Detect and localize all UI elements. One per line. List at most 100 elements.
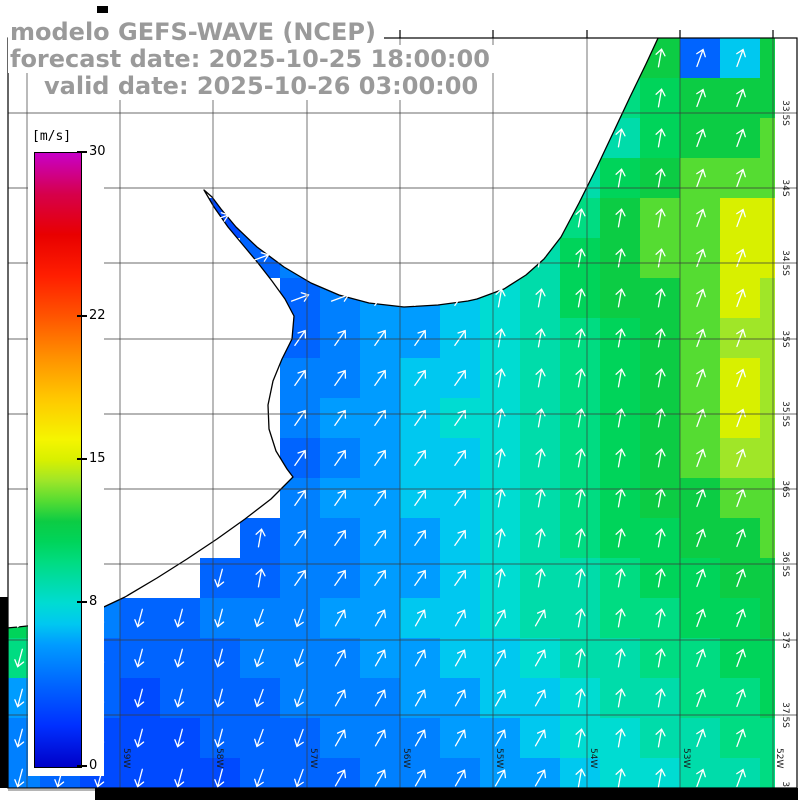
wind-arrow	[454, 329, 467, 347]
wind-arrow	[414, 529, 427, 547]
colorbar-tick-label: 8	[89, 594, 98, 610]
model-title: modelo GEFS-WAVE (NCEP)	[8, 18, 384, 46]
wind-arrow	[575, 528, 586, 548]
wind-arrow	[575, 648, 586, 668]
heatmap-cell	[760, 238, 775, 278]
lat-label: 37.5S	[780, 702, 790, 728]
wind-arrow	[414, 609, 427, 627]
heatmap-cell	[160, 758, 200, 788]
wind-arrow	[454, 289, 467, 307]
wind-arrow	[494, 729, 507, 747]
wind-arrow	[736, 728, 746, 748]
frame-top-mark	[97, 6, 108, 13]
wind-arrow	[214, 608, 225, 628]
colorbar-tick-mark	[77, 458, 87, 460]
heatmap-cell	[440, 758, 480, 788]
frame-bottom-bar	[95, 788, 798, 800]
wind-arrow	[294, 648, 304, 668]
wind-arrow	[414, 569, 427, 587]
wind-arrow	[250, 252, 270, 262]
wind-arrow	[736, 568, 746, 588]
wind-arrow	[14, 728, 25, 748]
wind-arrow	[494, 769, 507, 787]
wind-arrow	[736, 448, 746, 468]
wind-arrow	[696, 128, 706, 148]
wind-arrow	[736, 208, 746, 228]
wind-arrow	[696, 88, 706, 108]
heatmap-cell	[760, 638, 775, 678]
wind-arrow	[495, 528, 506, 548]
wind-arrow	[535, 448, 546, 468]
wind-arrow	[655, 448, 666, 468]
wind-arrow	[454, 569, 467, 587]
land-polygon	[0, 0, 661, 629]
wind-arrow	[615, 168, 626, 188]
wind-arrow	[334, 729, 347, 747]
wind-arrow	[334, 489, 347, 507]
colorbar-tick-mark	[77, 601, 87, 604]
heatmap-cell	[760, 398, 775, 438]
wind-arrow	[696, 288, 706, 308]
colorbar-tick-mark	[77, 151, 87, 153]
heatmap-cell	[760, 678, 775, 718]
wind-arrow	[696, 648, 706, 668]
colorbar-gradient	[34, 152, 82, 768]
lat-label: 34S	[780, 179, 790, 196]
heatmap-cell	[760, 478, 775, 518]
heatmap-cell	[760, 358, 775, 398]
wind-arrow	[294, 489, 307, 507]
heatmap-cell	[280, 758, 320, 788]
heatmap-cell	[360, 758, 400, 788]
heatmap-cell	[320, 758, 360, 788]
wind-arrow	[615, 688, 626, 708]
wind-arrow	[736, 488, 746, 508]
wind-arrow	[535, 248, 546, 268]
wind-arrow	[575, 288, 586, 308]
heatmap-cell	[720, 758, 760, 788]
wind-arrow	[254, 648, 264, 668]
wind-arrow	[374, 529, 387, 547]
wind-arrow	[615, 248, 626, 268]
heatmap-cell	[640, 758, 680, 788]
wind-arrow	[330, 292, 350, 302]
lon-label: 57W	[308, 748, 318, 768]
wind-arrow	[615, 528, 626, 548]
wind-arrow	[254, 768, 264, 788]
wind-arrow	[495, 288, 506, 308]
heatmap-cell	[200, 758, 240, 788]
wind-arrow	[575, 768, 586, 788]
wind-arrow	[294, 529, 307, 547]
wind-arrow	[655, 288, 666, 308]
wind-arrow	[454, 769, 467, 787]
wind-arrow	[696, 768, 706, 788]
wind-arrow	[414, 489, 427, 507]
wind-arrow	[255, 568, 266, 588]
wind-arrow	[575, 328, 586, 348]
wind-arrow	[736, 688, 746, 708]
wind-arrow	[534, 649, 547, 667]
wind-arrow	[615, 128, 626, 148]
heatmap-cell	[560, 758, 600, 788]
heatmap-cell	[760, 558, 775, 598]
wind-arrow	[575, 408, 586, 428]
lat-label: 34.5S	[780, 250, 790, 276]
wind-arrow	[736, 648, 746, 668]
lon-label: 52W	[774, 748, 784, 768]
wind-arrow	[214, 768, 225, 788]
wind-arrow	[655, 368, 666, 388]
wind-arrow	[14, 608, 25, 628]
wind-arrow	[214, 688, 225, 708]
wind-arrow	[655, 648, 666, 668]
wind-arrow	[334, 369, 347, 387]
wind-arrow	[736, 168, 746, 188]
wind-arrow	[334, 609, 347, 627]
wind-arrow	[736, 368, 746, 388]
wind-arrow	[655, 328, 666, 348]
wind-arrow	[294, 369, 307, 387]
wind-arrow	[134, 608, 145, 628]
wind-arrow	[374, 569, 387, 587]
wind-arrow	[495, 448, 506, 468]
wind-arrow	[535, 528, 546, 548]
wind-arrow	[535, 408, 546, 428]
wind-arrow	[214, 568, 225, 588]
